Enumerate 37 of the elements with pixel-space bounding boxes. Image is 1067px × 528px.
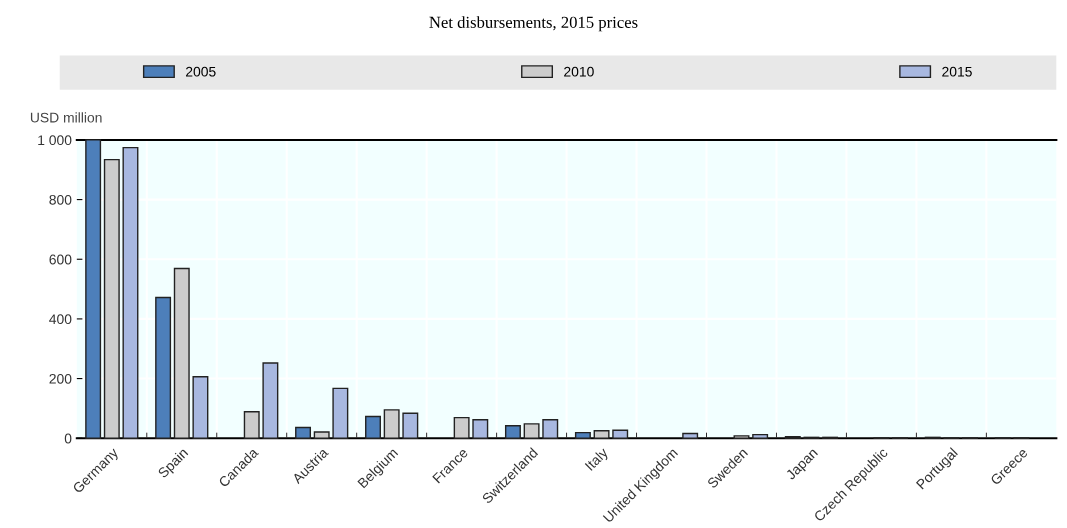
y-tick-label: 200	[49, 373, 72, 384]
bar	[313, 431, 330, 439]
bar	[733, 435, 750, 439]
bar	[85, 139, 102, 439]
bar	[612, 429, 629, 439]
bar	[574, 431, 591, 439]
bar	[523, 423, 540, 439]
x-tick-label: Italy	[584, 446, 611, 473]
legend-label: 2005	[186, 66, 216, 77]
bar	[402, 412, 419, 439]
y-tick-label: 400	[49, 314, 72, 325]
bar	[295, 426, 312, 439]
y-tick-label: 1 000	[38, 135, 72, 146]
bar	[752, 433, 769, 439]
bar	[332, 387, 349, 439]
bar	[243, 410, 260, 439]
bar	[542, 419, 559, 439]
bar	[103, 158, 120, 439]
chart-title: Net disbursements, 2015 prices	[429, 16, 638, 32]
bar	[504, 425, 521, 439]
bar	[365, 415, 381, 439]
bar	[383, 409, 400, 439]
y-tick-label: 600	[49, 254, 72, 265]
y-tick-label: 0	[64, 433, 72, 444]
y-tick-label: 800	[49, 194, 72, 205]
bar	[593, 430, 610, 439]
legend-label: 2010	[564, 66, 594, 77]
bar	[453, 416, 470, 439]
bar	[155, 296, 172, 439]
bar	[192, 376, 209, 439]
y-axis-title: USD million	[30, 112, 102, 123]
bar	[173, 267, 190, 439]
bar	[472, 419, 489, 439]
bar	[262, 362, 279, 439]
bar	[122, 146, 139, 439]
legend-label: 2015	[942, 66, 972, 77]
bar	[682, 432, 699, 439]
